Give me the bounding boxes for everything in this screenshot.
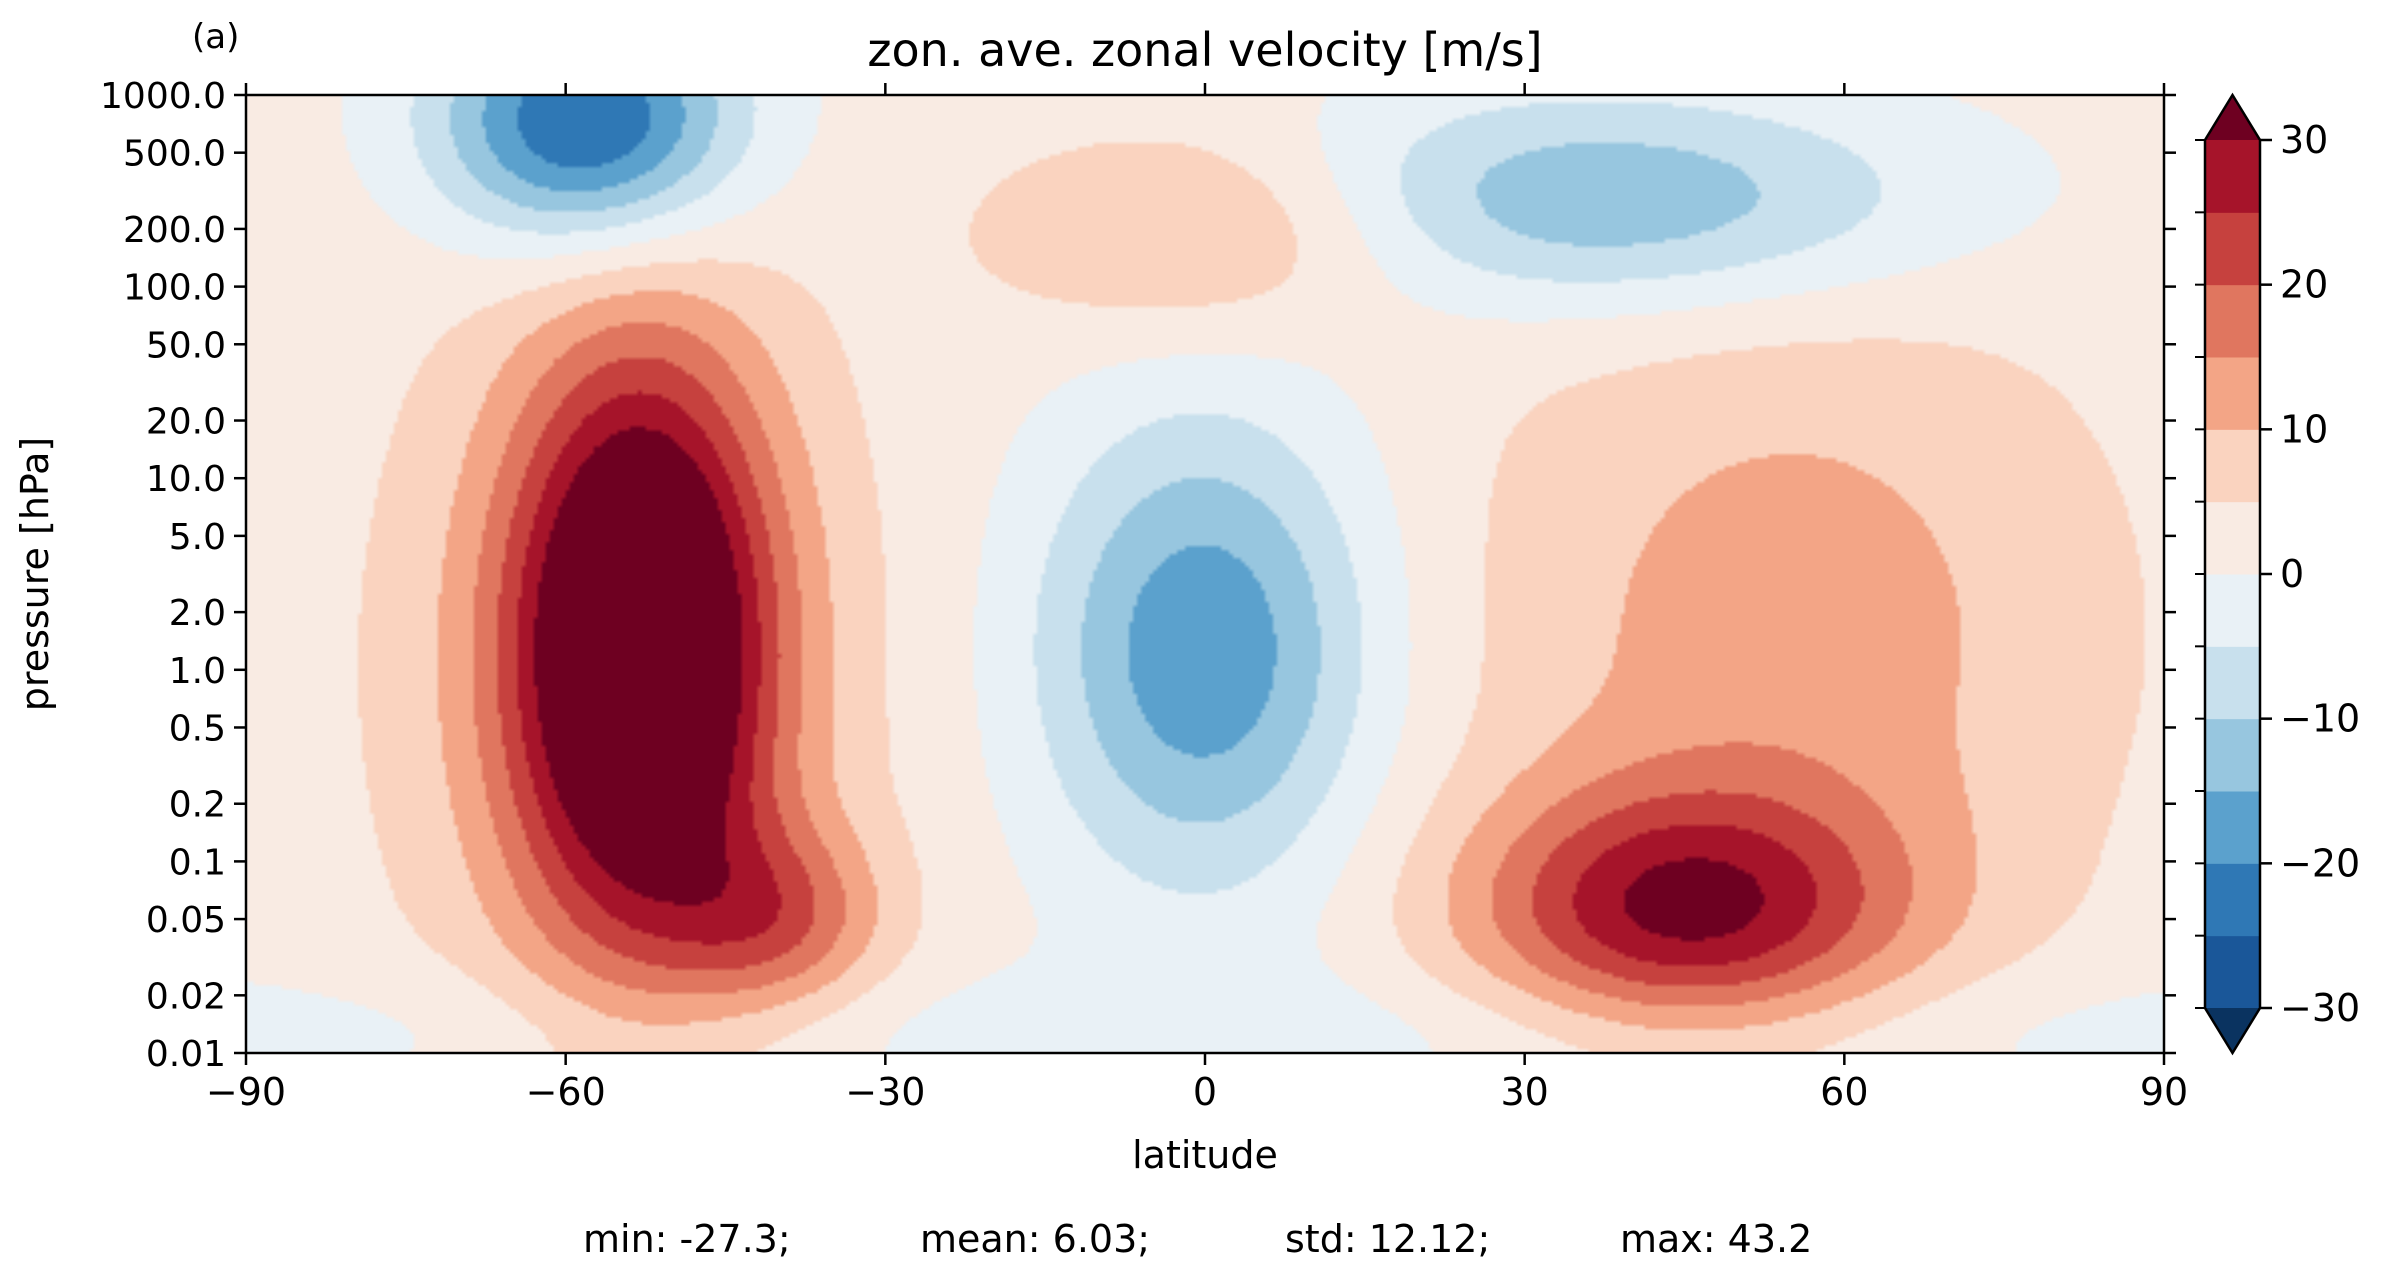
colorbar-tick-label: 10 [2280, 407, 2328, 451]
colorbar-bin [2205, 935, 2260, 1009]
y-tick-label: 0.1 [169, 842, 226, 883]
x-axis-label: latitude [1132, 1133, 1278, 1177]
y-tick-label: 1000.0 [100, 76, 226, 117]
y-tick-label: 500.0 [123, 134, 226, 175]
stat-mean: mean: 6.03; [920, 1217, 1150, 1261]
colorbar-bin [2205, 429, 2260, 503]
stat-std: std: 12.12; [1285, 1217, 1490, 1261]
colorbar-tick-label: 30 [2280, 118, 2328, 162]
colorbar-tick-label: 20 [2280, 263, 2328, 307]
x-tick-label: 0 [1193, 1070, 1217, 1114]
colorbar-bin [2205, 140, 2260, 213]
y-tick-label: 50.0 [146, 325, 226, 366]
colorbar-tick-label: 0 [2280, 552, 2304, 596]
x-axis: −90 −60 −30 0 30 60 90 [206, 83, 2188, 1114]
colorbar: −30 −20 −10 0 10 20 30 [2195, 92, 2360, 1056]
x-tick-label: 30 [1500, 1070, 1548, 1114]
colorbar-bin [2205, 501, 2260, 575]
stats-line: min: -27.3; mean: 6.03; std: 12.12; max:… [583, 1217, 1812, 1261]
plot-area [246, 95, 2164, 1053]
chart-title: zon. ave. zonal velocity [m/s] [867, 23, 1542, 77]
colorbar-bin [2205, 574, 2260, 647]
colorbar-tick-label: −10 [2280, 697, 2360, 741]
colorbar-bin [2205, 212, 2260, 286]
y-tick-label: 200.0 [123, 210, 226, 251]
stat-min: min: -27.3; [583, 1217, 791, 1261]
colorbar-bin [2205, 718, 2260, 792]
colorbar-bin [2205, 646, 2260, 720]
colorbar-bin [2205, 357, 2260, 430]
y-tick-label: 0.01 [146, 1034, 226, 1075]
velocity-field-contours [246, 95, 2164, 1053]
y-tick-label: 20.0 [146, 402, 226, 443]
y-tick-label: 0.05 [146, 900, 226, 941]
y-tick-label: 0.2 [169, 785, 226, 826]
colorbar-bin [2205, 284, 2260, 358]
y-tick-label: 100.0 [123, 268, 226, 309]
y-tick-label: 2.0 [169, 593, 226, 634]
x-tick-label: −90 [206, 1070, 286, 1114]
stat-max: max: 43.2 [1620, 1217, 1812, 1261]
y-axis-label: pressure [hPa] [13, 437, 57, 711]
y-tick-label: 5.0 [169, 517, 226, 558]
x-tick-label: 60 [1820, 1070, 1868, 1114]
panel-label: (a) [192, 17, 239, 57]
x-tick-label: −30 [845, 1070, 925, 1114]
colorbar-under-arrow [2205, 1008, 2260, 1053]
colorbar-bin [2205, 791, 2260, 864]
y-tick-label: 10.0 [146, 459, 226, 500]
colorbar-over-arrow [2205, 95, 2260, 140]
x-tick-label: 90 [2140, 1070, 2188, 1114]
y-axis: 0.01 0.02 0.05 0.1 0.2 0.5 1.0 2.0 5.0 10.0 20.0 50… [100, 76, 2176, 1075]
colorbar-bin [2205, 863, 2260, 937]
y-tick-label: 1.0 [169, 651, 226, 692]
y-tick-label: 0.02 [146, 976, 226, 1017]
colorbar-tick-label: −30 [2280, 986, 2360, 1030]
y-tick-label: 0.5 [169, 708, 226, 749]
colorbar-tick-label: −20 [2280, 841, 2360, 885]
x-tick-label: −60 [526, 1070, 606, 1114]
